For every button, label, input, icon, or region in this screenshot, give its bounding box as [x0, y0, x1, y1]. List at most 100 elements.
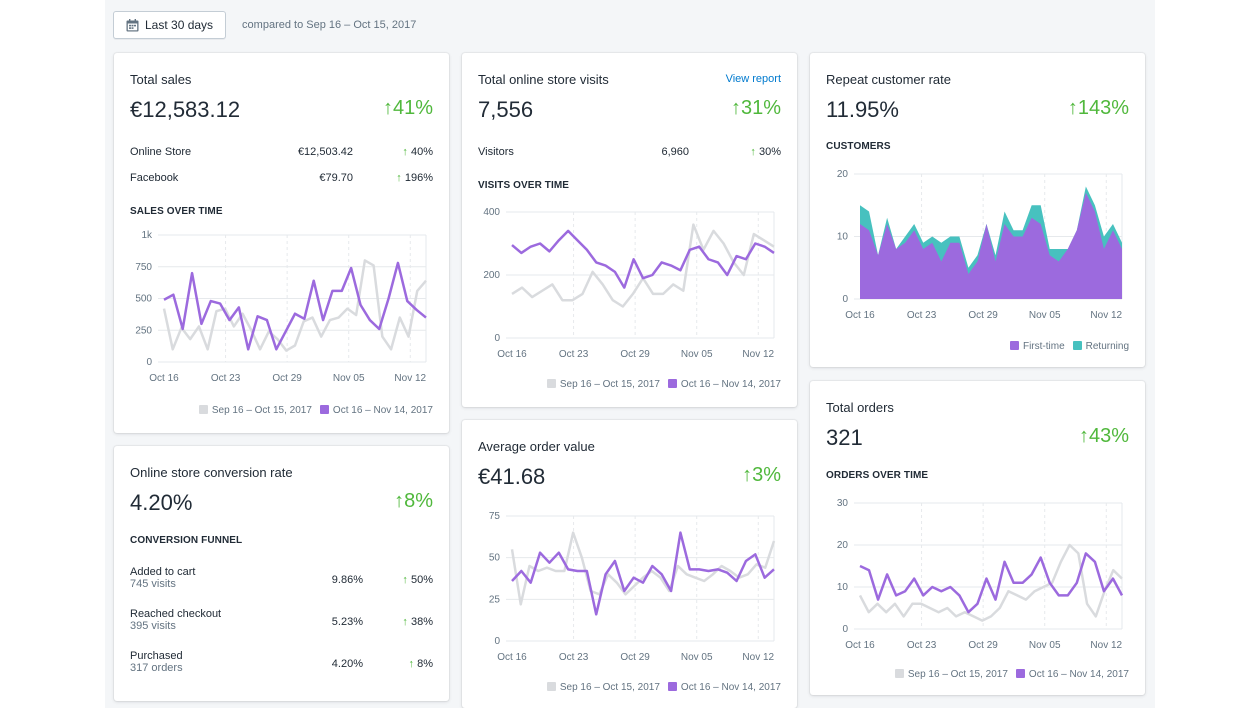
y-tick-label: 50 — [489, 553, 501, 564]
orders-change: ↑43% — [1078, 425, 1129, 447]
y-tick-label: 30 — [837, 498, 849, 509]
arrow-up-icon: ↑ — [750, 146, 759, 158]
orders-section-label: ORDERS OVER TIME — [826, 470, 929, 481]
x-tick-label: Oct 16 — [845, 640, 875, 651]
customers-chart: 0 10 20 Oct 16 Oct 23 Oct 29 Nov 05 Nov 12 — [837, 169, 1123, 321]
x-tick-label: Nov 12 — [742, 652, 774, 663]
step-change: ↑ 8% — [408, 658, 433, 670]
y-tick-label: 1k — [141, 230, 153, 241]
view-report-link[interactable]: View report — [725, 73, 781, 85]
y-tick-label: 25 — [489, 594, 501, 605]
x-tick-label: Oct 16 — [149, 373, 179, 384]
total-sales-card: Total sales €12,583.12 ↑41% Online Store… — [114, 53, 449, 433]
current-period-line — [511, 531, 775, 616]
arrow-up-icon: ↑ — [396, 172, 405, 184]
calendar-icon — [126, 18, 139, 31]
x-tick-label: Oct 29 — [968, 310, 998, 321]
step-change: ↑ 38% — [402, 616, 433, 628]
visits-legend: Sep 16 – Oct 15, 2017 Oct 16 – Nov 14, 2… — [546, 379, 781, 390]
sales-row-facebook: Facebook €79.70 ↑ 196% — [130, 172, 433, 188]
arrow-up-icon: ↑ — [402, 616, 411, 628]
funnel-step-purchased: Purchased 317 orders 4.20% ↑ 8% — [130, 650, 433, 682]
visits-change: ↑31% — [730, 97, 781, 119]
arrow-up-icon: ↑ — [402, 146, 411, 158]
arrow-up-icon: ↑ — [382, 97, 393, 119]
conversion-title: Online store conversion rate — [130, 465, 293, 480]
y-tick-label: 0 — [494, 333, 500, 344]
y-tick-label: 0 — [146, 357, 152, 368]
visits-over-time-chart: 0 200 400 Oct 16 Oct 23 Oct 29 Nov 05 Nov 12 — [483, 207, 775, 360]
y-tick-label: 0 — [842, 294, 848, 305]
conversion-section-label: CONVERSION FUNNEL — [130, 535, 243, 546]
y-tick-label: 10 — [837, 232, 849, 243]
x-tick-label: Nov 05 — [333, 373, 365, 384]
step-label: Added to cart 745 visits — [130, 566, 196, 590]
legend-current: Oct 16 – Nov 14, 2017 — [667, 379, 781, 390]
x-tick-label: Nov 12 — [742, 349, 774, 360]
aov-change: ↑3% — [742, 464, 781, 486]
visits-section-label: VISITS OVER TIME — [478, 180, 570, 191]
y-tick-label: 500 — [135, 294, 152, 305]
repeat-title: Repeat customer rate — [826, 72, 952, 87]
legend-previous: Sep 16 – Oct 15, 2017 — [546, 682, 660, 693]
x-tick-label: Oct 29 — [620, 652, 650, 663]
x-tick-label: Oct 23 — [907, 640, 937, 651]
funnel-step-checkout: Reached checkout 395 visits 5.23% ↑ 38% — [130, 608, 433, 640]
x-tick-label: Oct 29 — [968, 640, 998, 651]
arrow-up-icon: ↑ — [394, 490, 405, 512]
sales-row-online-store: Online Store €12,503.42 ↑ 40% — [130, 146, 433, 162]
visits-value: 7,556 — [478, 97, 534, 122]
arrow-up-icon: ↑ — [1078, 425, 1089, 447]
aov-value: €41.68 — [478, 464, 546, 489]
conversion-value: 4.20% — [130, 490, 193, 515]
x-tick-label: Oct 29 — [272, 373, 302, 384]
step-change: ↑ 50% — [402, 574, 433, 586]
y-tick-label: 400 — [483, 207, 500, 218]
date-range-label: Last 30 days — [145, 18, 214, 32]
compare-label: compared to Sep 16 – Oct 15, 2017 — [242, 19, 417, 31]
y-tick-label: 750 — [135, 262, 152, 273]
previous-period-line — [858, 543, 1123, 622]
date-range-button[interactable]: Last 30 days — [113, 11, 227, 39]
y-tick-label: 200 — [483, 270, 500, 281]
orders-card: Total orders 321 ↑43% ORDERS OVER TIME 0… — [810, 381, 1145, 695]
sales-over-time-chart: 0 250 500 750 1k Oct 16 Oct 23 Oct 29 Nov 05 Nov … — [135, 230, 427, 384]
aov-title: Average order value — [478, 439, 595, 454]
row-amount: €79.70 — [319, 172, 353, 184]
arrow-up-icon: ↑ — [402, 574, 411, 586]
x-tick-label: Nov 05 — [1029, 310, 1061, 321]
aov-legend: Sep 16 – Oct 15, 2017 Oct 16 – Nov 14, 2… — [546, 682, 781, 693]
repeat-section-label: CUSTOMERS — [826, 141, 891, 152]
x-tick-label: Oct 23 — [559, 349, 589, 360]
row-amount: 6,960 — [661, 146, 689, 158]
x-tick-label: Oct 23 — [907, 310, 937, 321]
x-tick-label: Oct 23 — [559, 652, 589, 663]
orders-over-time-chart: 0 10 20 30 Oct 16 Oct 23 Oct 29 Nov 05 Nov 12 — [837, 498, 1124, 651]
y-tick-label: 20 — [837, 169, 849, 180]
row-label: Facebook — [130, 172, 179, 184]
y-tick-label: 250 — [135, 325, 152, 336]
repeat-legend: First-time Returning — [1009, 341, 1129, 352]
x-tick-label: Nov 12 — [1090, 310, 1122, 321]
visits-row-visitors: Visitors 6,960 ↑ 30% — [478, 146, 781, 162]
repeat-customer-card: Repeat customer rate 11.95% ↑143% CUSTOM… — [810, 53, 1145, 367]
x-tick-label: Oct 29 — [620, 349, 650, 360]
arrow-up-icon: ↑ — [1067, 97, 1078, 119]
previous-period-line — [510, 531, 776, 606]
current-period-line — [163, 261, 427, 351]
dashboard-canvas: Last 30 days compared to Sep 16 – Oct 15… — [105, 0, 1155, 708]
current-period-line — [859, 552, 1124, 614]
legend-previous: Sep 16 – Oct 15, 2017 — [546, 379, 660, 390]
sales-section-label: SALES OVER TIME — [130, 206, 223, 217]
x-tick-label: Oct 23 — [211, 373, 241, 384]
repeat-value: 11.95% — [826, 97, 899, 122]
step-label: Reached checkout 395 visits — [130, 608, 222, 632]
aov-chart: 0 25 50 75 Oct 16 Oct 23 Oct 29 Nov 05 Nov 12 — [489, 511, 776, 663]
step-rate: 5.23% — [331, 616, 363, 628]
arrow-up-icon: ↑ — [742, 464, 753, 486]
row-change: ↑ 196% — [396, 172, 433, 184]
legend-current: Oct 16 – Nov 14, 2017 — [1015, 669, 1129, 680]
legend-previous: Sep 16 – Oct 15, 2017 — [894, 669, 1008, 680]
orders-title: Total orders — [826, 400, 894, 415]
conversion-change: ↑8% — [394, 490, 433, 512]
